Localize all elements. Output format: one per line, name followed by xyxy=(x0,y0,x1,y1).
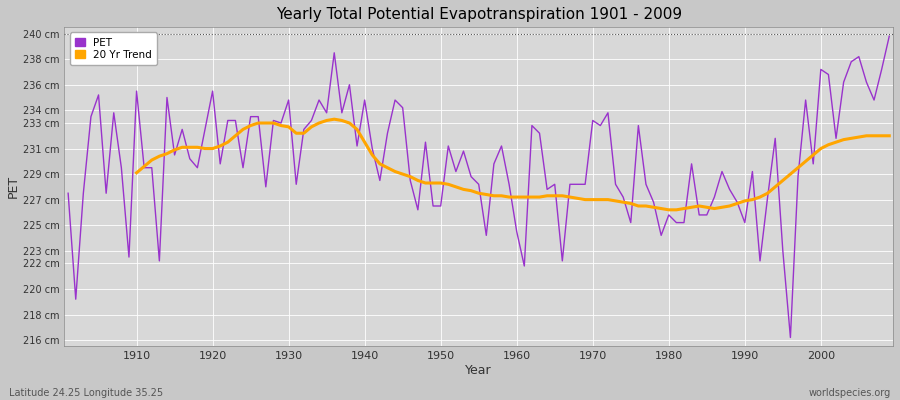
20 Yr Trend xyxy=(588,197,598,202)
Text: Latitude 24.25 Longitude 35.25: Latitude 24.25 Longitude 35.25 xyxy=(9,388,163,398)
Text: worldspecies.org: worldspecies.org xyxy=(809,388,891,398)
Title: Yearly Total Potential Evapotranspiration 1901 - 2009: Yearly Total Potential Evapotranspiratio… xyxy=(275,7,682,22)
X-axis label: Year: Year xyxy=(465,364,492,377)
Line: PET: PET xyxy=(68,36,889,338)
20 Yr Trend xyxy=(306,124,317,129)
PET xyxy=(63,191,74,196)
PET xyxy=(291,182,302,187)
PET xyxy=(123,255,134,260)
PET xyxy=(602,110,613,115)
Y-axis label: PET: PET xyxy=(7,175,20,198)
PET xyxy=(337,110,347,115)
20 Yr Trend xyxy=(131,170,142,175)
20 Yr Trend xyxy=(275,123,286,128)
20 Yr Trend xyxy=(526,195,537,200)
20 Yr Trend xyxy=(663,208,674,212)
20 Yr Trend xyxy=(328,117,339,122)
20 Yr Trend xyxy=(861,133,872,138)
PET xyxy=(504,182,515,187)
20 Yr Trend xyxy=(884,133,895,138)
20 Yr Trend xyxy=(838,137,849,142)
PET xyxy=(884,34,895,39)
Legend: PET, 20 Yr Trend: PET, 20 Yr Trend xyxy=(69,32,158,65)
PET xyxy=(785,335,796,340)
Line: 20 Yr Trend: 20 Yr Trend xyxy=(137,119,889,210)
PET xyxy=(511,229,522,234)
